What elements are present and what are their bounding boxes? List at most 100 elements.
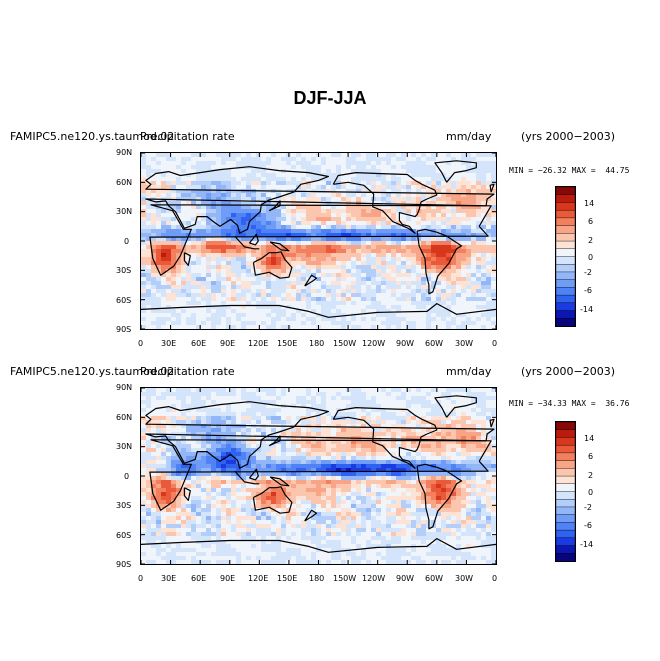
field-cell — [216, 209, 222, 214]
field-cell — [276, 221, 282, 226]
field-cell — [211, 436, 217, 441]
field-cell — [261, 388, 267, 393]
field-cell — [471, 436, 477, 441]
field-cell — [366, 197, 372, 202]
field-cell — [446, 321, 452, 326]
field-cell — [231, 265, 237, 270]
field-cell — [161, 464, 167, 469]
field-cell — [341, 400, 347, 405]
field-cell — [236, 169, 242, 174]
field-cell — [141, 249, 147, 254]
field-cell — [341, 205, 347, 210]
field-cell — [311, 281, 317, 286]
field-cell — [151, 420, 157, 425]
lon-tick: 60E — [191, 339, 207, 348]
field-cell — [406, 400, 412, 405]
field-cell — [206, 313, 212, 318]
field-cell — [176, 321, 182, 326]
field-cell — [451, 241, 457, 246]
field-cell — [426, 157, 432, 162]
field-cell — [306, 217, 312, 222]
field-cell — [441, 237, 447, 242]
field-cell — [491, 321, 496, 326]
field-cell — [311, 460, 317, 465]
field-cell — [371, 173, 377, 178]
field-cell — [451, 396, 457, 401]
field-cell — [236, 309, 242, 314]
field-cell — [461, 309, 467, 314]
field-cell — [491, 460, 496, 465]
field-cell — [191, 209, 197, 214]
field-cell — [366, 173, 372, 178]
field-cell — [196, 432, 202, 437]
field-cell — [426, 305, 432, 310]
field-cell — [161, 408, 167, 413]
field-cell — [346, 269, 352, 274]
field-cell — [311, 388, 317, 393]
field-cell — [216, 428, 222, 433]
field-cell — [251, 480, 257, 485]
field-cell — [176, 388, 182, 393]
field-cell — [246, 392, 252, 397]
field-cell — [341, 301, 347, 306]
field-cell — [386, 388, 392, 393]
field-cell — [471, 225, 477, 230]
field-cell — [226, 424, 232, 429]
field-cell — [436, 209, 442, 214]
field-cell — [261, 452, 267, 457]
field-cell — [146, 452, 152, 457]
field-cell — [316, 420, 322, 425]
field-cell — [311, 165, 317, 170]
field-cell — [351, 297, 357, 302]
field-cell — [361, 157, 367, 162]
field-cell — [256, 201, 262, 206]
field-cell — [296, 253, 302, 258]
field-cell — [421, 464, 427, 469]
field-cell — [156, 173, 162, 178]
colorbar-swatch — [556, 194, 575, 203]
field-cell — [376, 472, 382, 477]
field-cell — [441, 424, 447, 429]
field-cell — [171, 472, 177, 477]
field-cell — [456, 404, 462, 409]
field-cell — [426, 293, 432, 298]
field-cell — [386, 313, 392, 318]
field-cell — [381, 257, 387, 262]
field-cell — [486, 169, 492, 174]
field-cell — [241, 444, 247, 449]
field-cell — [456, 396, 462, 401]
field-cell — [391, 452, 397, 457]
field-cell — [186, 436, 192, 441]
field-cell — [401, 301, 407, 306]
field-cell — [216, 400, 222, 405]
field-cell — [296, 201, 302, 206]
field-cell — [351, 233, 357, 238]
lon-tick: 120E — [248, 339, 269, 348]
field-cell — [236, 301, 242, 306]
field-cell — [451, 472, 457, 477]
field-cell — [356, 408, 362, 413]
field-cell — [431, 277, 437, 282]
field-cell — [156, 484, 162, 489]
field-cell — [326, 416, 332, 421]
field-cell — [386, 229, 392, 234]
field-cell — [486, 396, 492, 401]
field-cell — [241, 217, 247, 222]
field-cell — [141, 293, 147, 298]
field-cell — [236, 181, 242, 186]
field-cell — [341, 241, 347, 246]
field-cell — [416, 245, 422, 250]
field-cell — [206, 229, 212, 234]
field-cell — [156, 169, 162, 174]
field-cell — [426, 213, 432, 218]
field-cell — [326, 480, 332, 485]
field-cell — [441, 412, 447, 417]
field-cell — [456, 233, 462, 238]
field-cell — [436, 193, 442, 198]
field-cell — [481, 400, 487, 405]
field-cell — [191, 297, 197, 302]
field-cell — [371, 265, 377, 270]
field-cell — [206, 257, 212, 262]
lat-tick: 90S — [116, 325, 132, 334]
field-cell — [226, 289, 232, 294]
